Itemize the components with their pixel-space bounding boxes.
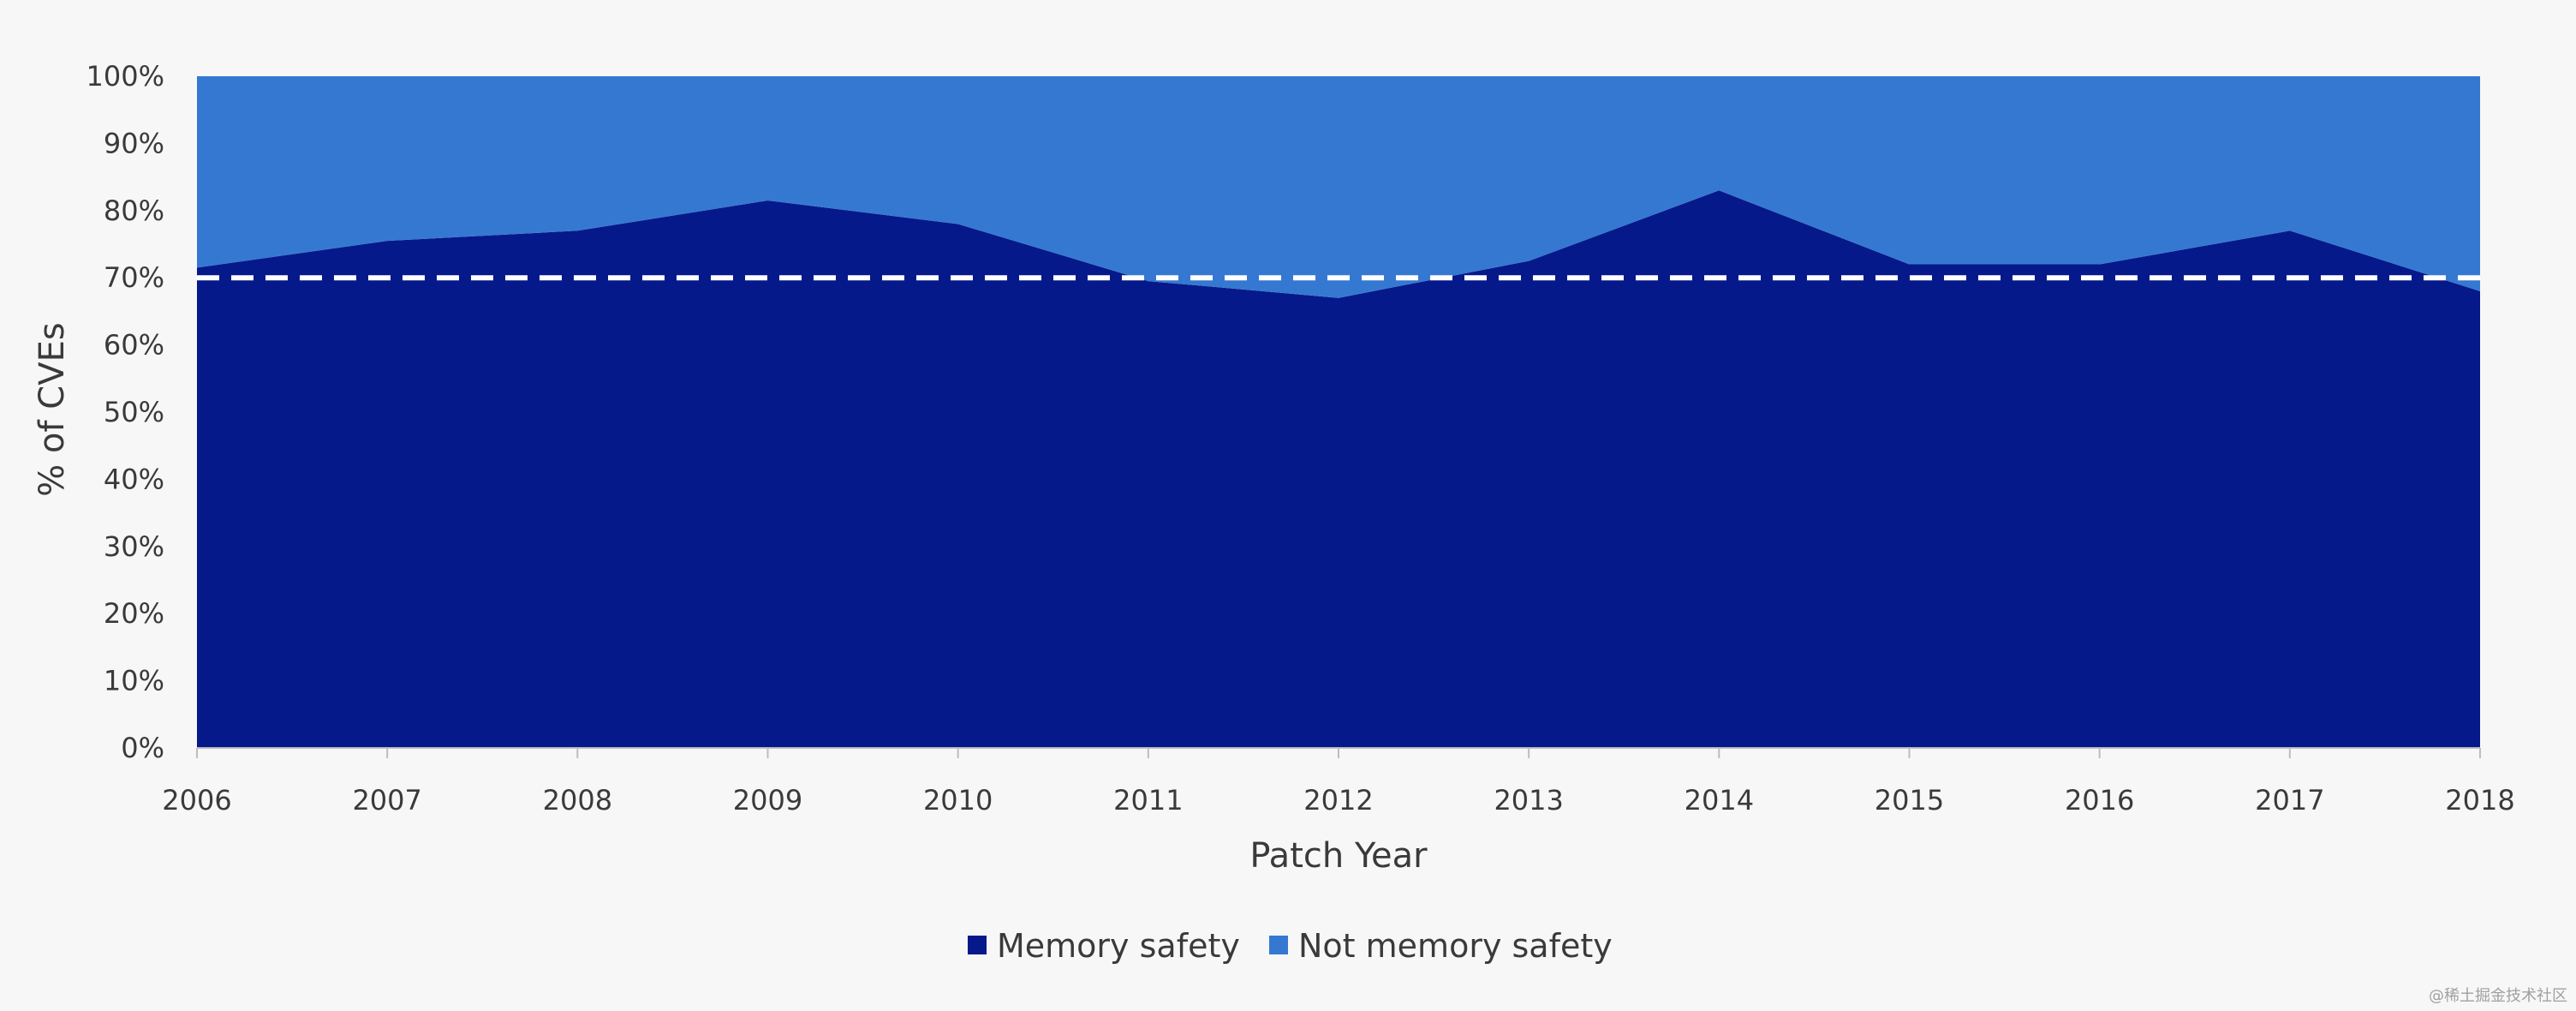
watermark: @稀土掘金技术社区 [2429,987,2567,1005]
y-tick-label: 60% [104,329,164,362]
x-tick-label: 2007 [352,784,421,817]
x-tick-label: 2014 [1685,784,1754,817]
x-tick-label: 2013 [1494,784,1563,817]
x-tick-label: 2006 [162,784,231,817]
legend: Memory safety Not memory safety [968,927,1613,965]
x-tick-label: 2016 [2065,784,2134,817]
y-tick-label: 100% [86,60,164,93]
legend-label: Not memory safety [1298,927,1613,965]
y-tick-label: 30% [104,530,164,563]
y-tick-label: 0% [121,732,164,764]
x-tick-label: 2017 [2255,784,2324,817]
legend-swatch [968,936,987,954]
series-area-1 [197,76,2480,298]
y-tick-label: 20% [104,597,164,630]
y-tick-label: 10% [104,665,164,697]
y-tick-label: 70% [104,261,164,294]
x-axis-title: Patch Year [1249,836,1428,876]
x-tick-label: 2011 [1113,784,1183,817]
legend-swatch [1269,936,1288,954]
x-tick-label: 2010 [923,784,993,817]
x-tick-label: 2012 [1303,784,1373,817]
x-tick-label: 2018 [2445,784,2514,817]
y-tick-label: 50% [104,396,164,428]
x-tick-label: 2008 [543,784,612,817]
legend-label: Memory safety [997,927,1240,965]
series-area-0 [197,190,2480,749]
x-tick-label: 2009 [733,784,802,817]
y-axis-title: % of CVEs [33,322,72,496]
y-tick-label: 40% [104,463,164,495]
x-tick-label: 2015 [1875,784,1944,817]
y-tick-label: 90% [104,127,164,159]
y-tick-label: 80% [104,194,164,227]
